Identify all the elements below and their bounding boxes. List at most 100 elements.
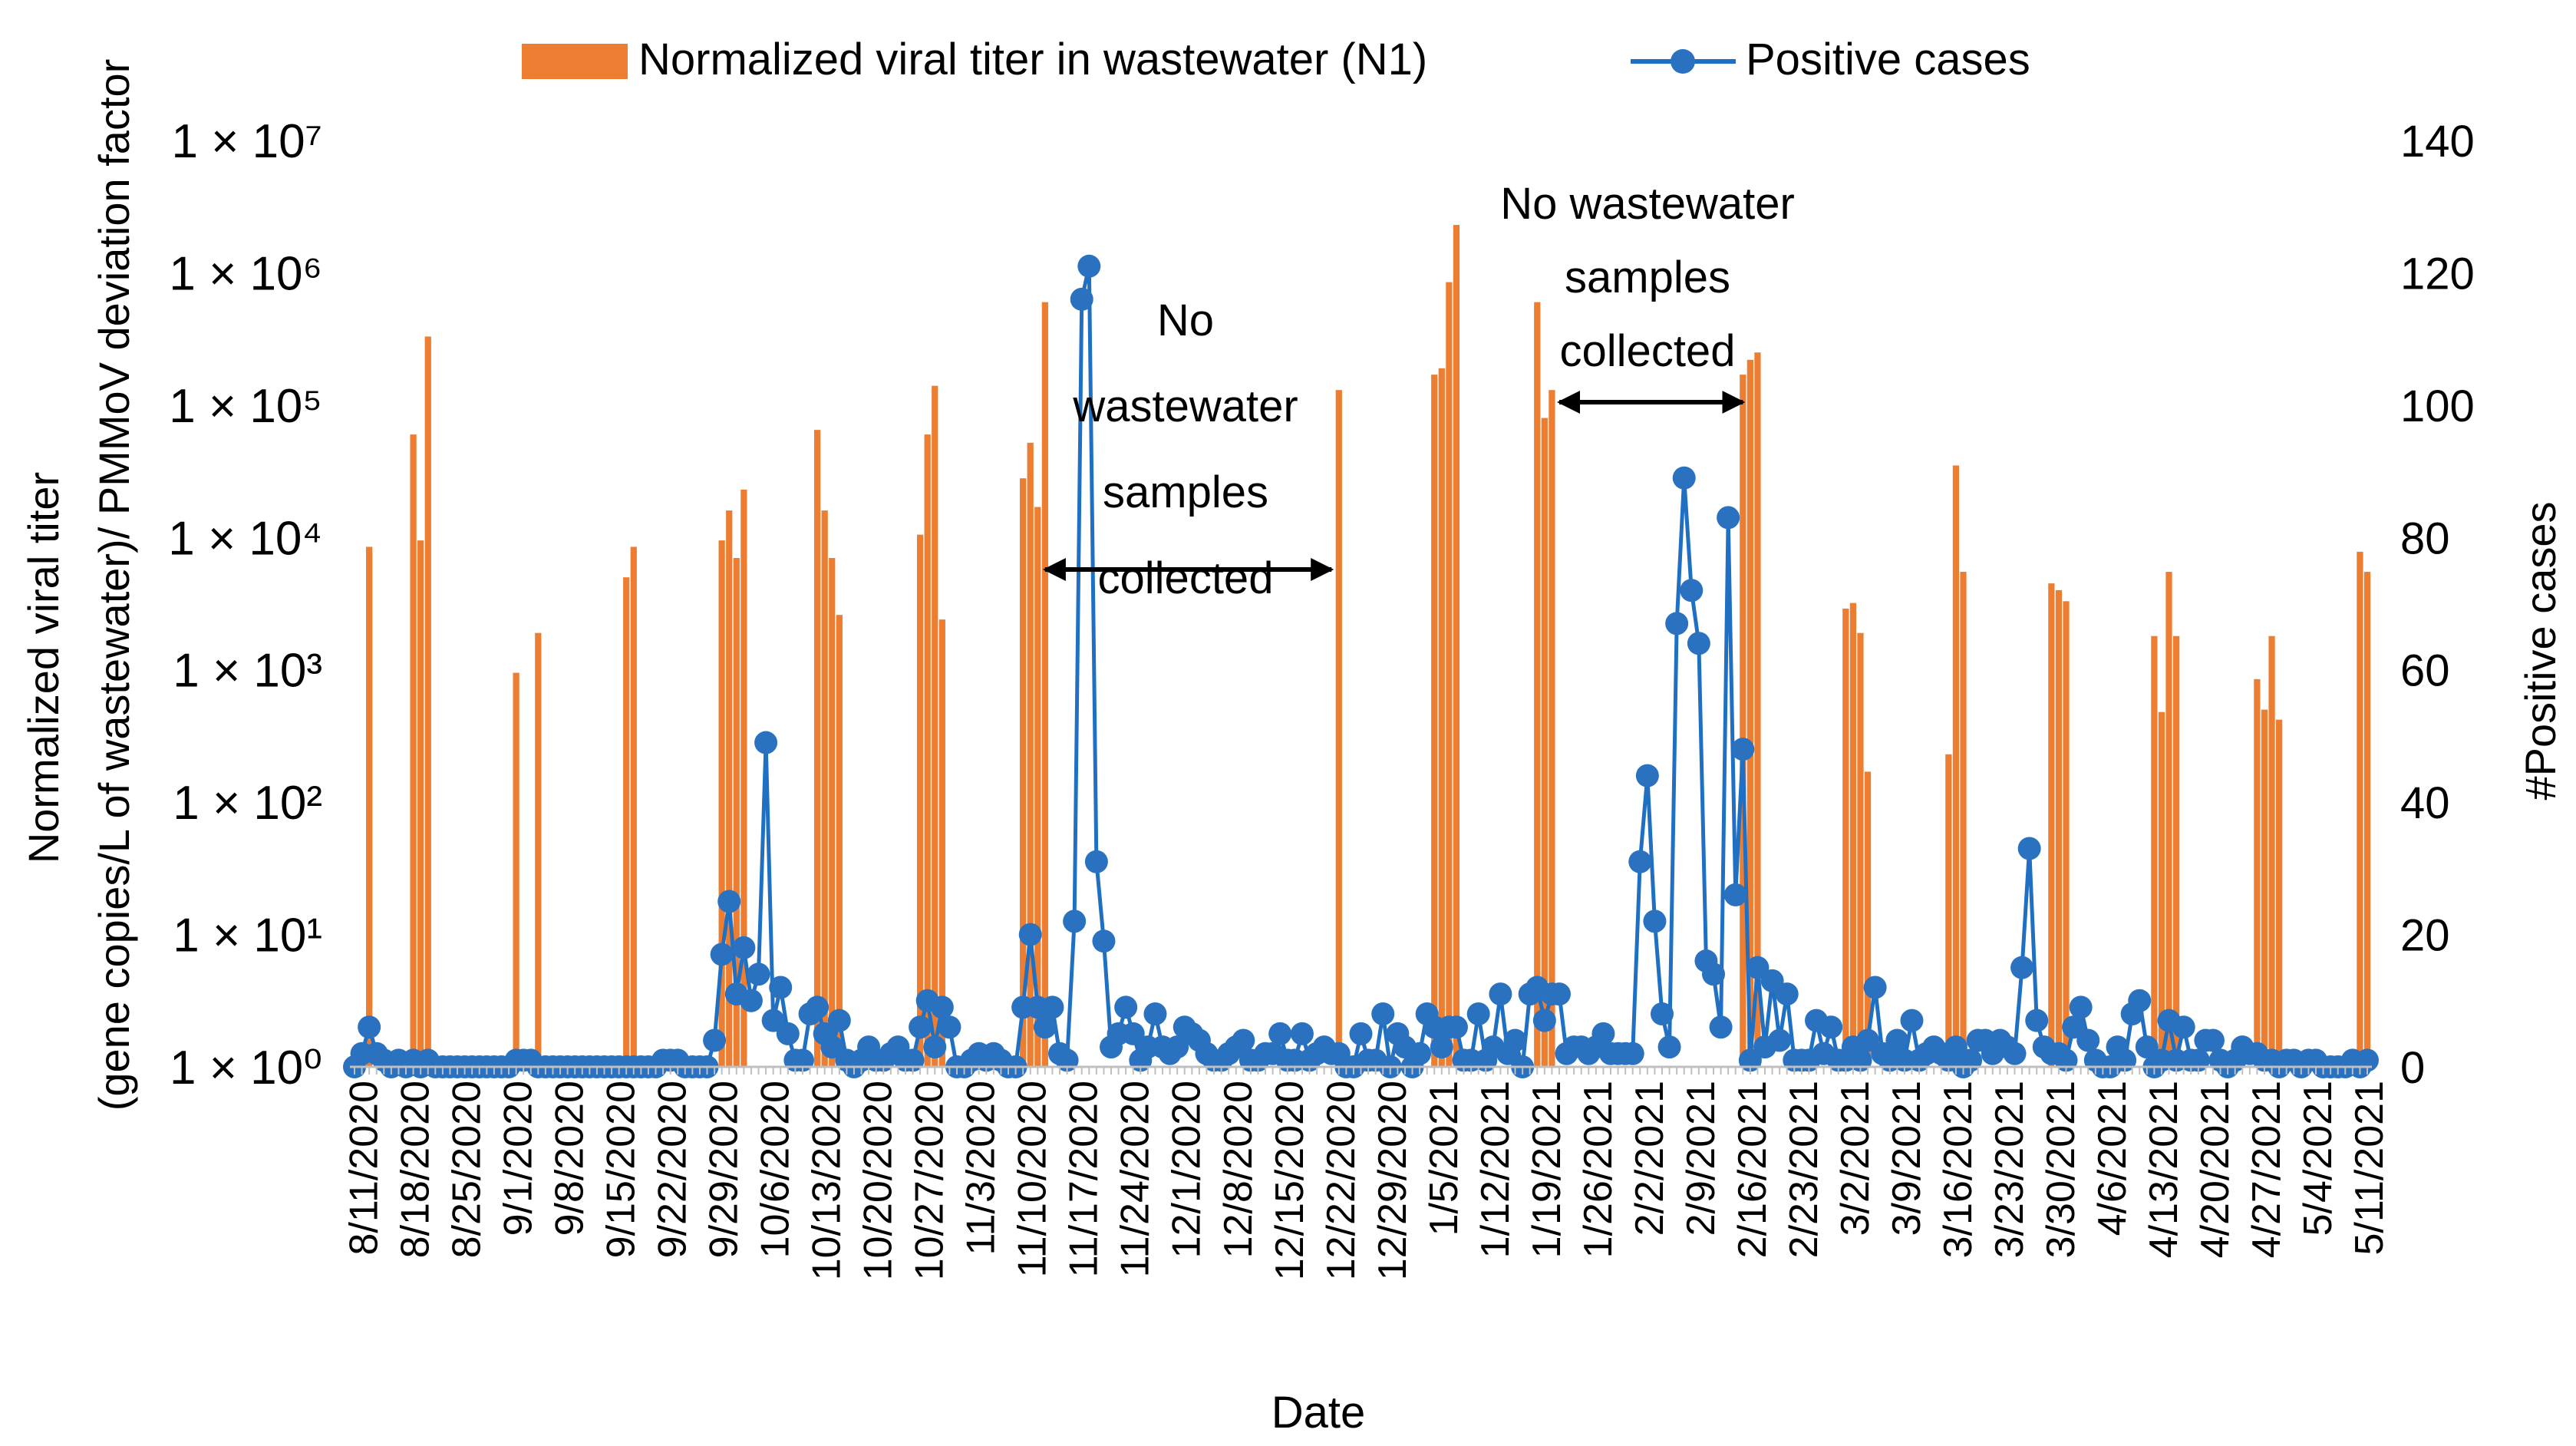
y-axis-left-title-line2: (gene copies/L of wastewater)/ PMMoV dev… (90, 59, 138, 1111)
legend: Normalized viral titer in wastewater (N1… (522, 35, 2030, 84)
viral-titer-bar (1864, 771, 1872, 1067)
positive-cases-point (2201, 1028, 2225, 1052)
annotation-text-line: No (1157, 295, 1214, 345)
positive-cases-point (1709, 1015, 1733, 1039)
x-tick-label: 11/10/2020 (1011, 1081, 1055, 1277)
positive-cases-point (1643, 910, 1667, 933)
positive-cases-point (1070, 287, 1093, 311)
positive-cases-point (703, 1028, 727, 1052)
y-left-tick-label: 1 × 10⁵ (169, 380, 322, 433)
right-axis: 0 20 40 60 80 100 120 140 (2400, 117, 2475, 1093)
positive-cases-point (1591, 1022, 1615, 1045)
line-series (343, 254, 2379, 1078)
viral-titer-bar (1754, 352, 1761, 1067)
viral-titer-bar (2055, 589, 2063, 1067)
y-right-tick-label: 20 (2400, 911, 2450, 961)
x-tick-label: 3/23/2021 (1987, 1081, 2032, 1258)
viral-titer-bar (535, 632, 542, 1067)
y-right-tick-label: 120 (2400, 249, 2475, 299)
annotation-text-line: collected (1098, 553, 1274, 603)
legend-line-label: Positive cases (1746, 35, 2030, 84)
x-tick-label: 11/3/2020 (959, 1081, 1004, 1255)
x-tick-label: 12/29/2020 (1370, 1081, 1415, 1280)
viral-titer-bar (630, 546, 637, 1067)
viral-titer-bar (813, 430, 821, 1067)
x-tick-label: 3/30/2021 (2039, 1081, 2083, 1258)
viral-titer-bar (1960, 572, 1967, 1067)
viral-titer-bar (829, 558, 836, 1067)
positive-cases-point (1290, 1022, 1314, 1045)
positive-cases-point (2010, 956, 2034, 979)
x-tick-label: 11/24/2020 (1113, 1081, 1158, 1277)
positive-cases-point (1621, 1042, 1644, 1065)
positive-cases-point (1444, 1015, 1468, 1039)
positive-cases-point (827, 1009, 851, 1032)
viral-titer-bar (2276, 719, 2283, 1067)
viral-titer-bar (2063, 601, 2070, 1067)
viral-titer-bar (1842, 608, 1849, 1067)
viral-titer-bar (2172, 636, 2180, 1067)
positive-cases-point (1430, 1035, 1453, 1059)
annotation-text-line: samples (1103, 467, 1268, 517)
x-tick-label: 12/8/2020 (1216, 1081, 1261, 1258)
positive-cases-point (2076, 1028, 2100, 1052)
positive-cases-point (2069, 995, 2093, 1019)
viral-titer-bar (1549, 390, 1555, 1068)
viral-titer-bar (513, 672, 519, 1067)
positive-cases-point (806, 995, 830, 1019)
y-left-tick-label: 1 × 10⁴ (168, 512, 322, 565)
positive-cases-point (2062, 1015, 2086, 1039)
viral-titer-bar (1027, 442, 1034, 1067)
x-tick-label: 2/23/2021 (1782, 1081, 1826, 1258)
x-tick-label: 10/27/2020 (908, 1081, 952, 1280)
y-axis-left-title-line1: Normalized viral titer (19, 472, 68, 863)
viral-titer-bar (1952, 465, 1960, 1067)
viral-titer-bar (2363, 572, 2371, 1067)
annotation-text-line: wastewater (1072, 381, 1298, 431)
positive-cases-point (2172, 1015, 2195, 1039)
x-tick-label: 8/25/2020 (445, 1081, 490, 1258)
annotation-text-line: collected (1560, 326, 1736, 376)
x-tick-label: 10/6/2020 (754, 1081, 798, 1258)
positive-cases-point (1489, 982, 1512, 1006)
viral-titer-bar (1438, 368, 1445, 1067)
viral-titer-bar (726, 510, 733, 1067)
positive-cases-point (1268, 1022, 1292, 1045)
x-tick-label: 9/8/2020 (548, 1081, 592, 1236)
positive-cases-point (1856, 1028, 1880, 1052)
positive-cases-point (1349, 1022, 1373, 1045)
x-tick-label: 12/1/2020 (1165, 1081, 1209, 1258)
positive-cases-point (1635, 764, 1659, 787)
x-tick-label: 8/18/2020 (394, 1081, 438, 1258)
y-left-tick-label: 1 × 10⁷ (171, 115, 322, 168)
positive-cases-point (1672, 466, 1696, 490)
x-tick-label: 4/20/2021 (2193, 1081, 2238, 1258)
viral-titer-bar (1453, 225, 1460, 1067)
viral-titer-bar (366, 546, 373, 1067)
viral-titer-bar (924, 434, 931, 1067)
positive-cases-point (1503, 1028, 1527, 1052)
legend-bar-swatch (522, 44, 628, 79)
y-left-tick-label: 1 × 10² (173, 777, 322, 830)
positive-cases-point (1532, 1009, 1556, 1032)
positive-cases-point (1944, 1035, 1967, 1059)
y-right-tick-label: 40 (2400, 778, 2450, 828)
x-tick-label: 1/5/2021 (1422, 1081, 1466, 1236)
positive-cases-point (710, 943, 734, 966)
positive-cases-point (1731, 738, 1755, 761)
positive-cases-point (1775, 982, 1799, 1006)
x-tick-label: 5/4/2021 (2296, 1081, 2340, 1236)
viral-titer-bar (1849, 602, 1856, 1067)
x-tick-label: 3/2/2021 (1833, 1081, 1878, 1236)
viral-titer-bar (1746, 359, 1753, 1067)
positive-cases-point (2003, 1042, 2027, 1065)
legend-bar-label: Normalized viral titer in wastewater (N1… (638, 35, 1427, 84)
y-left-tick-label: 1 × 10¹ (173, 910, 322, 962)
positive-cases-point (1760, 969, 1784, 992)
x-tick-label: 10/13/2020 (805, 1081, 849, 1280)
positive-cases-point (2135, 1035, 2159, 1059)
positive-cases-point (1408, 1042, 1432, 1065)
positive-cases-point (1768, 1028, 1792, 1052)
viral-titer-bar (932, 385, 938, 1067)
left-axis: 1 × 10⁰ 1 × 10¹ 1 × 10² 1 × 10³ 1 × 10⁴ 1 × 1… (168, 115, 322, 1094)
